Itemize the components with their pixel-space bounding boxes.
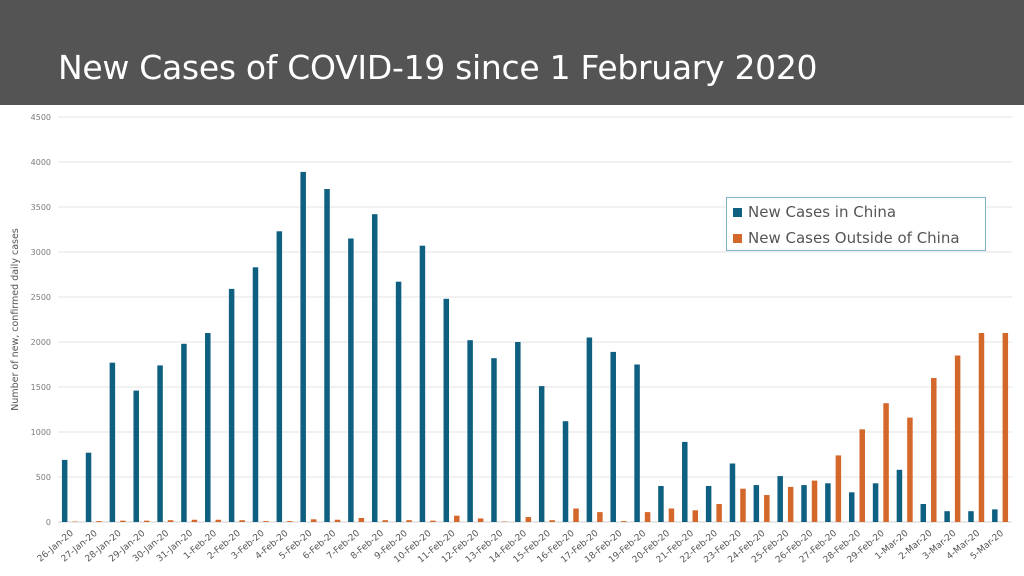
bar-outside	[764, 495, 770, 522]
y-tick-label: 1000	[31, 428, 51, 437]
bar-outside	[430, 520, 436, 522]
bar-china	[944, 511, 950, 522]
bar-outside	[167, 520, 174, 522]
bar-outside	[907, 417, 913, 522]
legend-swatch-china	[733, 207, 742, 217]
bar-outside	[954, 355, 961, 522]
bar-china	[729, 463, 736, 522]
header-bar: New Cases of COVID-19 since 1 February 2…	[0, 0, 1024, 105]
bar-china	[801, 485, 807, 522]
bar-outside	[358, 517, 365, 522]
bar-outside	[525, 517, 532, 522]
bar-outside	[859, 429, 865, 522]
bar-outside	[597, 512, 603, 522]
bar-china	[848, 492, 855, 522]
bar-china	[109, 362, 116, 522]
y-tick-label: 2000	[31, 338, 51, 347]
bar-outside	[549, 520, 555, 522]
bar-outside	[406, 520, 412, 522]
bar-china	[205, 333, 211, 522]
bar-china	[634, 364, 640, 522]
bar-outside	[287, 521, 293, 522]
bar-china	[992, 509, 998, 522]
y-tick-label: 3500	[31, 203, 51, 212]
bar-outside	[143, 520, 150, 522]
bar-outside	[978, 333, 985, 522]
y-tick-label: 0	[46, 518, 51, 527]
bar-china	[896, 469, 903, 522]
y-tick-label: 2500	[31, 293, 51, 302]
bar-outside	[811, 480, 818, 522]
bar-outside	[692, 510, 699, 522]
bar-outside	[787, 486, 794, 522]
bar-china	[395, 281, 402, 522]
bar-outside	[668, 508, 675, 522]
bar-outside	[740, 488, 746, 522]
bar-outside	[931, 378, 937, 522]
y-tick-label: 3000	[31, 248, 51, 257]
legend-label-china: New Cases in China	[748, 203, 897, 221]
bar-china	[562, 421, 569, 522]
bar-china	[443, 298, 450, 522]
bar-china	[157, 365, 163, 522]
bar-china	[968, 511, 974, 522]
bar-outside	[620, 521, 627, 522]
legend-item-outside: New Cases Outside of China	[733, 227, 960, 249]
bar-outside	[644, 512, 651, 522]
legend-label-outside: New Cases Outside of China	[748, 229, 960, 247]
bar-china	[705, 486, 712, 522]
y-axis-label: Number of new, confirmed daily cases	[10, 228, 21, 411]
bar-china	[371, 214, 378, 522]
bar-outside	[477, 518, 484, 522]
page-title: New Cases of COVID-19 since 1 February 2…	[58, 48, 818, 87]
bar-china	[133, 390, 139, 522]
bar-outside	[716, 504, 722, 522]
bar-outside	[263, 521, 269, 522]
bar-outside	[835, 455, 842, 522]
bar-outside	[215, 519, 222, 522]
bar-china	[682, 441, 688, 522]
bar-outside	[573, 508, 579, 522]
bar-china	[61, 459, 68, 522]
bar-china	[252, 267, 259, 522]
bar-china	[467, 340, 473, 522]
bar-outside	[883, 403, 889, 522]
bar-china	[348, 238, 354, 522]
bar-china	[85, 452, 92, 522]
bar-china	[276, 231, 283, 523]
y-tick-label: 1500	[31, 383, 51, 392]
bar-outside	[191, 519, 198, 522]
bar-china	[777, 476, 783, 522]
bar-outside	[239, 520, 245, 522]
legend-swatch-outside	[733, 233, 742, 243]
bar-outside	[310, 519, 317, 522]
y-tick-label: 4500	[31, 113, 51, 122]
bar-china	[538, 386, 545, 522]
bar-china	[419, 245, 426, 522]
bar-outside	[120, 520, 126, 522]
bar-china	[586, 337, 593, 522]
bar-china	[515, 342, 521, 522]
bar-outside	[454, 515, 460, 522]
bar-outside	[1002, 333, 1009, 522]
bar-outside	[382, 520, 388, 522]
bar-outside	[96, 521, 102, 522]
bar-china	[658, 486, 664, 522]
bar-china	[324, 189, 330, 522]
bar-china	[228, 288, 235, 522]
bar-china	[610, 351, 616, 522]
legend-item-china: New Cases in China	[733, 201, 896, 223]
y-tick-label: 4000	[31, 158, 51, 167]
y-tick-label: 500	[36, 473, 51, 482]
bar-china	[300, 171, 306, 522]
bar-china	[872, 483, 879, 522]
bar-china	[825, 483, 831, 522]
bar-china	[181, 343, 187, 522]
bar-china	[491, 358, 497, 522]
bar-china	[753, 485, 760, 522]
bar-china	[920, 504, 927, 522]
chart-legend: New Cases in China New Cases Outside of …	[726, 197, 986, 251]
bar-outside	[334, 519, 341, 522]
